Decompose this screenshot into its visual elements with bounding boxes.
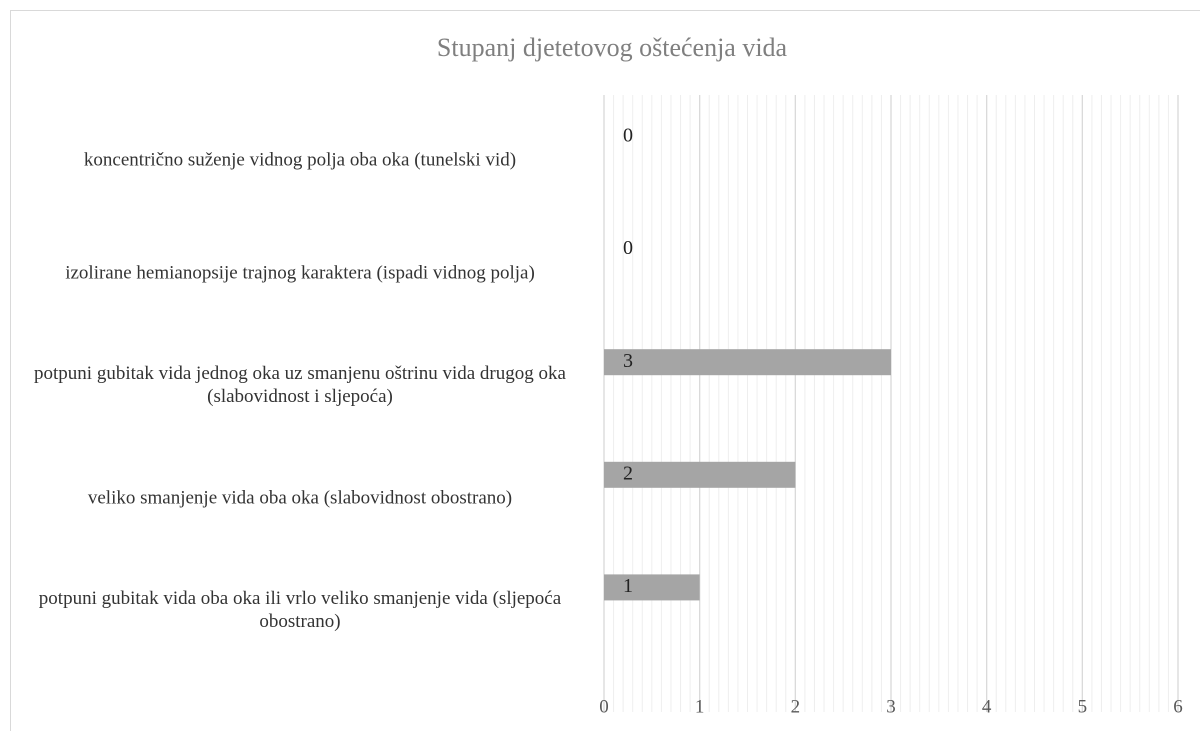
category-label: potpuni gubitak vida oba oka ili vrlo ve… <box>38 588 562 633</box>
category-label: veliko smanjenje vida oba oka (slabovidn… <box>87 487 513 509</box>
data-label: 0 <box>623 125 633 147</box>
category-label: potpuni gubitak vida jednog oka uz smanj… <box>34 363 566 408</box>
bar <box>604 574 700 601</box>
data-label: 1 <box>623 575 633 597</box>
x-tick-label: 6 <box>1173 696 1183 717</box>
chart-title: Stupanj djetetovog oštećenja vida <box>437 33 788 62</box>
x-tick-label: 3 <box>886 696 896 717</box>
bar <box>604 349 891 376</box>
category-label: koncentrično suženje vidnog polja oba ok… <box>83 149 517 171</box>
category-label: izolirane hemianopsije trajnog karaktera… <box>65 262 535 284</box>
chart-border <box>10 10 1200 731</box>
data-label: 0 <box>623 237 633 259</box>
bar <box>604 461 796 488</box>
x-tick-label: 5 <box>1078 696 1088 717</box>
x-tick-label: 2 <box>791 696 801 717</box>
data-label: 2 <box>623 462 633 484</box>
x-tick-label: 4 <box>982 696 992 717</box>
x-tick-label: 1 <box>695 696 705 717</box>
data-label: 3 <box>623 350 633 372</box>
x-tick-label: 0 <box>599 696 609 717</box>
